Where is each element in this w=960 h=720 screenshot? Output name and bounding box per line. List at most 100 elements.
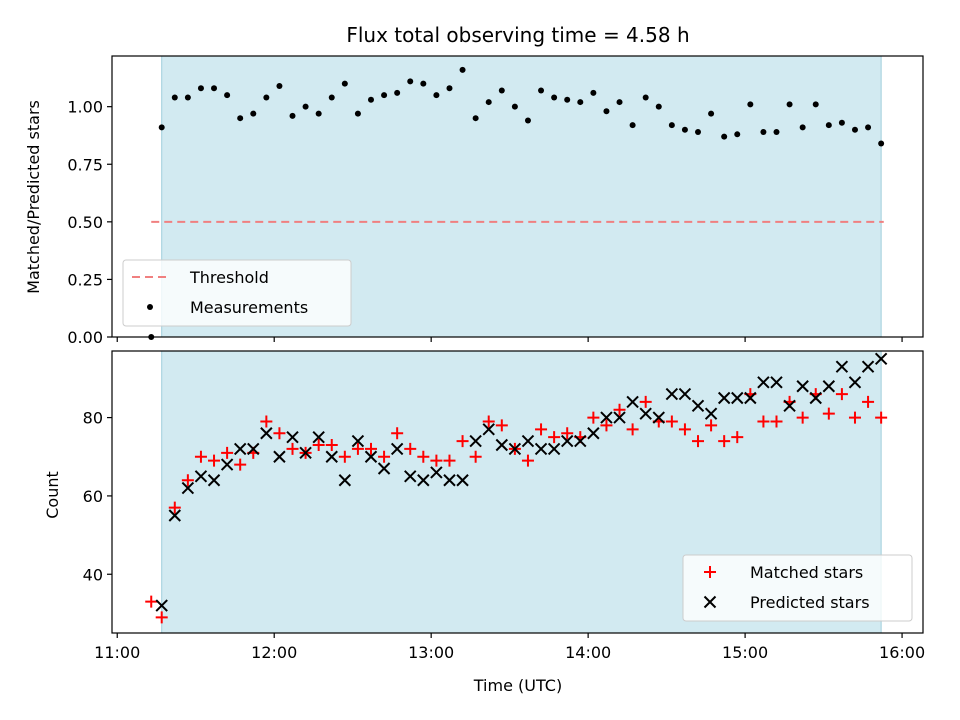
matched-star-point [234, 458, 247, 471]
matched-star-point [286, 442, 299, 455]
measurement-point [668, 122, 675, 129]
predicted-star-point [220, 458, 234, 471]
measurement-point [433, 92, 440, 99]
legend-predicted-swatch [703, 595, 717, 609]
x-tick-label: 11:00 [94, 643, 140, 662]
predicted-star-point [691, 399, 705, 413]
y-tick-label: 80 [83, 409, 103, 428]
measurement-point [708, 110, 715, 117]
matched-star-point [325, 439, 338, 451]
predicted-star-point [574, 434, 587, 448]
measurement-point [760, 129, 767, 136]
matched-star-point [535, 423, 548, 436]
predicted-star-point [247, 442, 260, 456]
measurement-point [263, 94, 270, 101]
matched-star-point [443, 454, 456, 467]
predicted-star-point [652, 411, 665, 424]
bottom-y-axis-label: Count [43, 471, 62, 519]
matched-star-point [770, 415, 783, 428]
measurement-point [616, 99, 623, 106]
matched-star-point [561, 427, 574, 440]
matched-star-point [404, 442, 417, 455]
matched-star-point [848, 411, 861, 424]
measurement-point [642, 94, 649, 101]
predicted-star-point [482, 423, 495, 436]
predicted-star-point [731, 391, 744, 405]
predicted-star-point [613, 411, 626, 424]
matched-star-point [600, 419, 613, 432]
measurement-point [538, 87, 545, 94]
predicted-star-point [233, 442, 247, 456]
matched-star-point [757, 415, 770, 428]
predicted-star-point [665, 387, 679, 401]
predicted-star-point [600, 411, 613, 424]
measurement-point [799, 124, 806, 131]
predicted-star-point [456, 474, 469, 487]
predicted-star-point [338, 474, 352, 487]
predicted-star-point [678, 387, 692, 401]
measurement-point [407, 78, 414, 85]
predicted-star-point [783, 399, 796, 413]
matched-star-point [312, 439, 325, 451]
measurement-point [878, 140, 885, 147]
matched-star-point [548, 431, 561, 444]
measurement-point [367, 96, 374, 103]
x-axis-label: Time (UTC) [473, 676, 562, 695]
matched-star-point [613, 403, 626, 416]
predicted-star-point [430, 466, 443, 479]
predicted-star-point [207, 474, 221, 487]
measurement-point [655, 103, 662, 110]
matched-star-point [221, 446, 234, 459]
predicted-star-point [364, 450, 378, 463]
measurement-point [341, 80, 348, 87]
chart-title: Flux total observing time = 4.58 h [346, 23, 689, 47]
matched-star-point [273, 427, 286, 440]
predicted-star-point [495, 438, 509, 452]
matched-star-point [482, 415, 495, 428]
measurement-point [197, 85, 204, 92]
matched-star-point [194, 450, 207, 463]
measurement-point [695, 129, 702, 136]
predicted-star-point [757, 376, 770, 389]
matched-star-point [875, 411, 888, 424]
predicted-star-point [194, 470, 208, 483]
measurement-point [237, 115, 244, 122]
y-tick-label: 1.00 [67, 98, 103, 117]
predicted-star-point [404, 470, 417, 483]
matched-star-point [208, 454, 221, 467]
legend-box [122, 259, 352, 327]
predicted-star-point [260, 427, 273, 440]
measurement-point [472, 115, 479, 122]
measurement-point [328, 94, 335, 101]
measurement-point [184, 94, 191, 101]
predicted-star-point [521, 434, 535, 448]
measurement-point [681, 126, 688, 133]
measurement-point [511, 103, 518, 110]
x-tick-label: 12:00 [251, 643, 297, 662]
measurement-point [354, 110, 361, 117]
measurement-point [838, 119, 845, 126]
predicted-star-point [351, 434, 365, 448]
measurement-point [224, 92, 231, 99]
predicted-star-point [299, 446, 312, 460]
predicted-star-point [560, 434, 574, 448]
predicted-star-point [286, 430, 299, 444]
matched-star-point [168, 501, 181, 514]
measurement-point [786, 101, 793, 108]
predicted-star-point [639, 407, 652, 420]
measurement-point [577, 99, 584, 106]
predicted-star-point [848, 376, 862, 389]
predicted-star-point [587, 427, 600, 440]
measurement-point [171, 94, 178, 101]
predicted-star-point [312, 430, 325, 444]
legend-matched-swatch [704, 566, 716, 578]
matched-star-point [626, 423, 639, 436]
matched-star-point [587, 411, 600, 424]
predicted-star-point [273, 450, 286, 463]
matched-star-point [678, 423, 691, 436]
measurement-point [289, 112, 296, 119]
matched-star-point [731, 431, 744, 444]
predicted-star-point [377, 462, 391, 475]
predicted-star-point [626, 395, 639, 409]
